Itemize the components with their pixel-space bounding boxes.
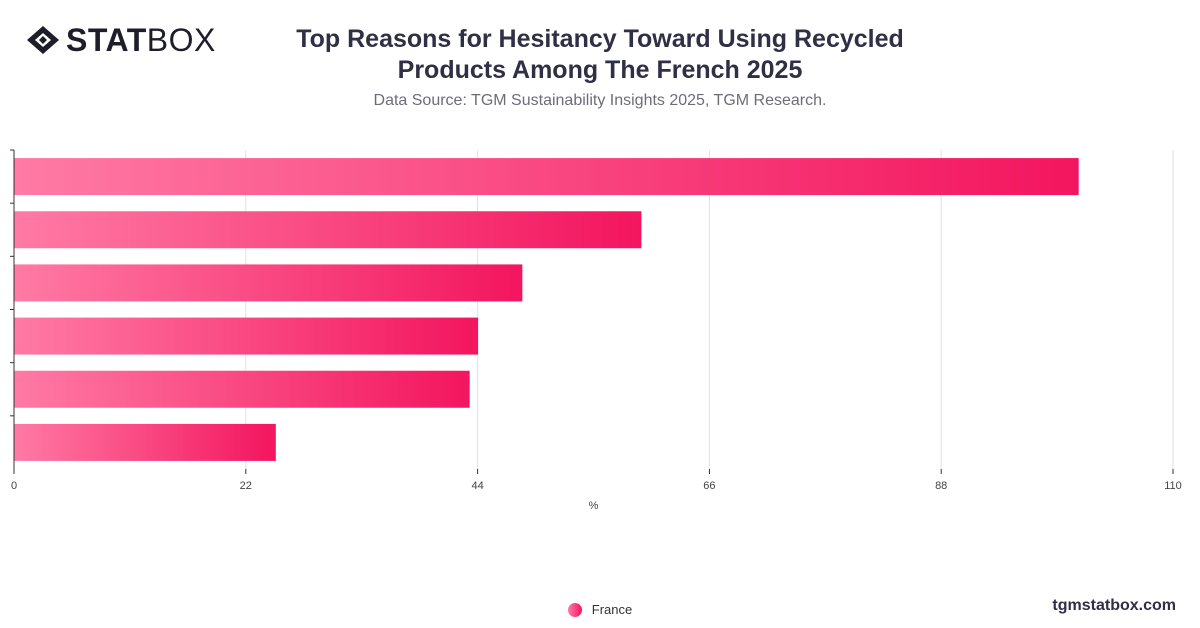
legend-label-france: France bbox=[591, 602, 633, 617]
bar-france-4[interactable] bbox=[14, 317, 479, 355]
x-axis-title: % bbox=[589, 500, 599, 512]
gridlines bbox=[245, 150, 1174, 469]
x-axis-ticks: 0 22 44 66 88 110 bbox=[11, 469, 1182, 492]
statbox-logo: STATBOX bbox=[26, 22, 216, 58]
x-tick-label: 22 bbox=[240, 480, 252, 492]
statbox-logo-icon bbox=[27, 26, 59, 54]
chart-title: Top Reasons for Hesitancy Toward Using R… bbox=[290, 24, 910, 86]
footer-site-link[interactable]: tgmstatbox.com bbox=[1052, 597, 1176, 614]
legend-swatch-france bbox=[567, 602, 582, 617]
bars bbox=[14, 158, 1079, 461]
logo-text-light: BOX bbox=[146, 22, 216, 58]
logo-wordmark: STATBOX bbox=[66, 22, 216, 58]
bar-france-6[interactable] bbox=[14, 423, 276, 461]
chart-title-line-2: Products Among The French 2025 bbox=[397, 56, 803, 84]
chart-title-line-1: Top Reasons for Hesitancy Toward Using R… bbox=[296, 25, 904, 53]
x-tick-label: 0 bbox=[11, 480, 17, 492]
x-tick-label: 44 bbox=[471, 480, 483, 492]
bar-france-2[interactable] bbox=[14, 211, 642, 249]
x-tick-label: 66 bbox=[703, 480, 715, 492]
bar-france-1[interactable] bbox=[14, 158, 1079, 196]
axes bbox=[10, 149, 15, 469]
x-tick-label: 110 bbox=[1164, 480, 1182, 492]
chart-subtitle: Data Source: TGM Sustainability Insights… bbox=[373, 92, 827, 109]
bar-france-3[interactable] bbox=[14, 264, 523, 302]
bar-france-5[interactable] bbox=[14, 370, 470, 408]
legend[interactable]: France bbox=[0, 602, 1200, 617]
logo-text-bold: STAT bbox=[66, 22, 147, 58]
x-tick-label: 88 bbox=[935, 480, 947, 492]
